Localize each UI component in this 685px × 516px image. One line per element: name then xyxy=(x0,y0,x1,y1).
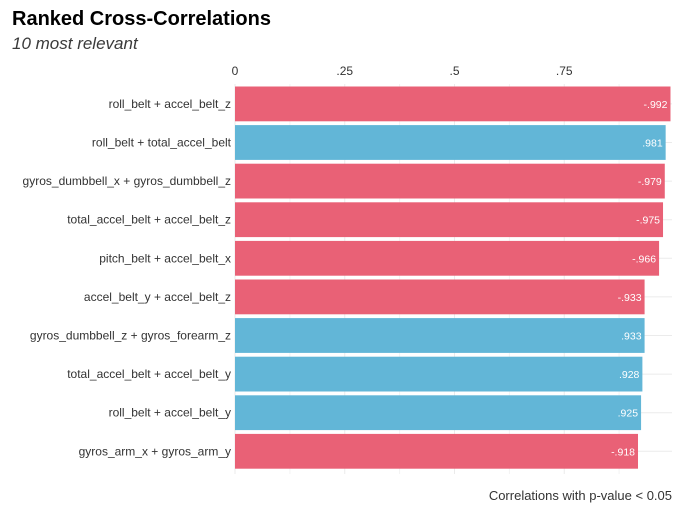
bar xyxy=(235,202,664,238)
value-label: .933 xyxy=(621,331,642,343)
chart-title: Ranked Cross-Correlations xyxy=(12,8,271,30)
category-label: gyros_dumbbell_x + gyros_dumbbell_z xyxy=(23,174,231,188)
bars xyxy=(235,86,671,469)
value-label: .981 xyxy=(642,138,663,150)
bar xyxy=(235,433,639,469)
value-label: -.979 xyxy=(638,176,662,188)
value-label: -.975 xyxy=(636,215,660,227)
category-label: accel_belt_y + accel_belt_z xyxy=(84,290,231,304)
bar xyxy=(235,395,642,431)
x-tick-label: .5 xyxy=(449,64,459,78)
bar xyxy=(235,318,645,353)
value-label: -.992 xyxy=(644,99,668,111)
chart-subtitle: 10 most relevant xyxy=(12,34,138,53)
x-tick-label: 0 xyxy=(232,64,239,78)
category-label: gyros_arm_x + gyros_arm_y xyxy=(79,444,231,458)
bar xyxy=(235,279,645,315)
x-tick-label: .25 xyxy=(336,64,353,78)
chart-caption: Correlations with p-value < 0.05 xyxy=(488,488,672,503)
bar xyxy=(235,163,665,199)
category-label: roll_belt + total_accel_belt xyxy=(92,136,232,150)
bar xyxy=(235,125,666,160)
bar xyxy=(235,86,671,122)
bar xyxy=(235,356,643,392)
value-labels: -.992 .981 -.979 -.975 -.966 -.933 .933 .928 .92… xyxy=(611,99,668,458)
category-label: roll_belt + accel_belt_y xyxy=(109,406,231,420)
category-label: gyros_dumbbell_z + gyros_forearm_z xyxy=(30,329,231,343)
category-label: pitch_belt + accel_belt_x xyxy=(99,251,231,265)
value-label: -.933 xyxy=(618,292,642,304)
value-label: .928 xyxy=(619,369,640,381)
value-label: -.966 xyxy=(632,253,656,265)
x-tick-label: .75 xyxy=(556,64,573,78)
category-label: roll_belt + accel_belt_z xyxy=(109,97,231,111)
x-axis-ticks: 0 .25 .5 .75 xyxy=(232,64,573,78)
value-label: -.918 xyxy=(611,446,635,458)
category-label: total_accel_belt + accel_belt_y xyxy=(67,367,231,381)
category-label: total_accel_belt + accel_belt_z xyxy=(67,213,231,227)
category-labels: roll_belt + accel_belt_z roll_belt + tota… xyxy=(23,97,232,458)
value-label: .925 xyxy=(618,408,639,420)
bar xyxy=(235,240,660,276)
